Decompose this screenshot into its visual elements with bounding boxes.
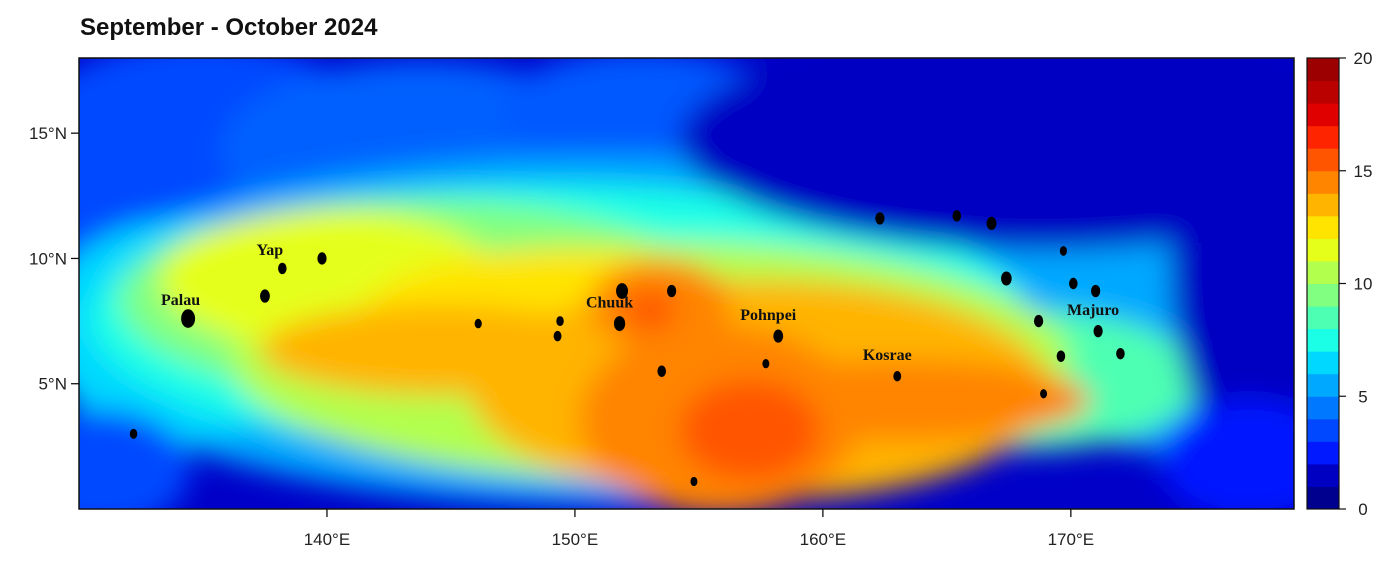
island-14 — [1033, 314, 1044, 328]
colorbar-tick-label-5: 5 — [1358, 387, 1367, 406]
colorbar-segment-8 — [1307, 306, 1339, 330]
island-11 — [952, 210, 962, 222]
colorbar-segment-17 — [1307, 103, 1339, 127]
island-18 — [1091, 284, 1101, 298]
island-16 — [1093, 324, 1103, 338]
island-2 — [278, 262, 287, 275]
colorbar-segment-10 — [1307, 260, 1339, 284]
place-label-pohnpei: Pohnpei — [740, 307, 797, 324]
colorbar-segment-14 — [1307, 170, 1339, 194]
island-15 — [1056, 350, 1066, 362]
colorbar-segment-18 — [1307, 80, 1339, 104]
colorbar-segment-15 — [1307, 148, 1339, 172]
island-24 — [690, 476, 698, 487]
map-title: September - October 2024 — [80, 14, 378, 41]
place-label-palau: Palau — [161, 292, 200, 309]
colorbar-tick-label-0: 0 — [1358, 500, 1367, 519]
island-27 — [1059, 246, 1067, 256]
island-21 — [556, 316, 564, 327]
lon-tick-label-140: 140°E — [304, 530, 351, 549]
place-label-majuro: Majuro — [1067, 302, 1119, 319]
colorbar-segment-0 — [1307, 486, 1339, 510]
lon-tick-label-160: 160°E — [800, 530, 847, 549]
plot-frame — [78, 57, 1295, 510]
island-0 — [181, 309, 196, 328]
colorbar-segment-19 — [1307, 58, 1339, 82]
island-3 — [317, 252, 327, 265]
latitude-axis: 5°N 10°N 15°N — [29, 124, 79, 394]
lon-tick-label-150: 150°E — [552, 530, 599, 549]
island-20 — [553, 330, 562, 342]
island-23 — [129, 428, 138, 439]
colorbar-tick-label-10: 10 — [1354, 275, 1373, 294]
place-labels: Palau Yap Chuuk Pohnpei Kosrae Majuro — [161, 242, 1119, 364]
colorbar-segment-9 — [1307, 283, 1339, 307]
colorbar-segment-11 — [1307, 238, 1339, 262]
island-4 — [616, 283, 628, 299]
place-label-yap: Yap — [257, 242, 284, 259]
colorbar-segment-13 — [1307, 193, 1339, 217]
colorbar-segment-6 — [1307, 351, 1339, 375]
place-label-kosrae: Kosrae — [863, 347, 912, 364]
island-6 — [613, 316, 626, 332]
island-5 — [667, 284, 677, 298]
lat-tick-label-5: 5°N — [38, 375, 67, 394]
island-19 — [1069, 277, 1078, 290]
plot-area — [79, 58, 1294, 509]
island-17 — [1116, 347, 1125, 360]
place-label-chuuk: Chuuk — [586, 295, 633, 312]
island-9 — [893, 370, 902, 382]
lon-tick-label-170: 170°E — [1048, 530, 1095, 549]
island-7 — [657, 365, 666, 377]
island-13 — [1001, 271, 1012, 286]
island-1 — [260, 289, 270, 303]
colorbar-segment-4 — [1307, 396, 1339, 420]
island-group — [129, 210, 1125, 487]
colorbar-tick-label-20: 20 — [1354, 49, 1373, 68]
lat-tick-label-15: 15°N — [29, 124, 67, 143]
colorbar-segment-2 — [1307, 441, 1339, 465]
colorbar-segment-1 — [1307, 463, 1339, 487]
island-22 — [474, 318, 482, 329]
island-12 — [986, 216, 997, 230]
colorbar-segment-5 — [1307, 373, 1339, 397]
colorbar-tick-label-15: 15 — [1354, 162, 1373, 181]
island-8 — [773, 329, 784, 343]
colorbar-segment-7 — [1307, 328, 1339, 352]
colorbar: 0 5 10 15 20 — [1306, 49, 1373, 519]
lat-tick-label-10: 10°N — [29, 249, 67, 268]
island-25 — [762, 359, 770, 369]
colorbar-segment-3 — [1307, 418, 1339, 442]
island-26 — [1040, 389, 1048, 399]
colorbar-segment-16 — [1307, 125, 1339, 149]
colorbar-segment-12 — [1307, 215, 1339, 239]
island-10 — [875, 212, 885, 225]
longitude-axis: 140°E 150°E 160°E 170°E — [304, 509, 1094, 549]
